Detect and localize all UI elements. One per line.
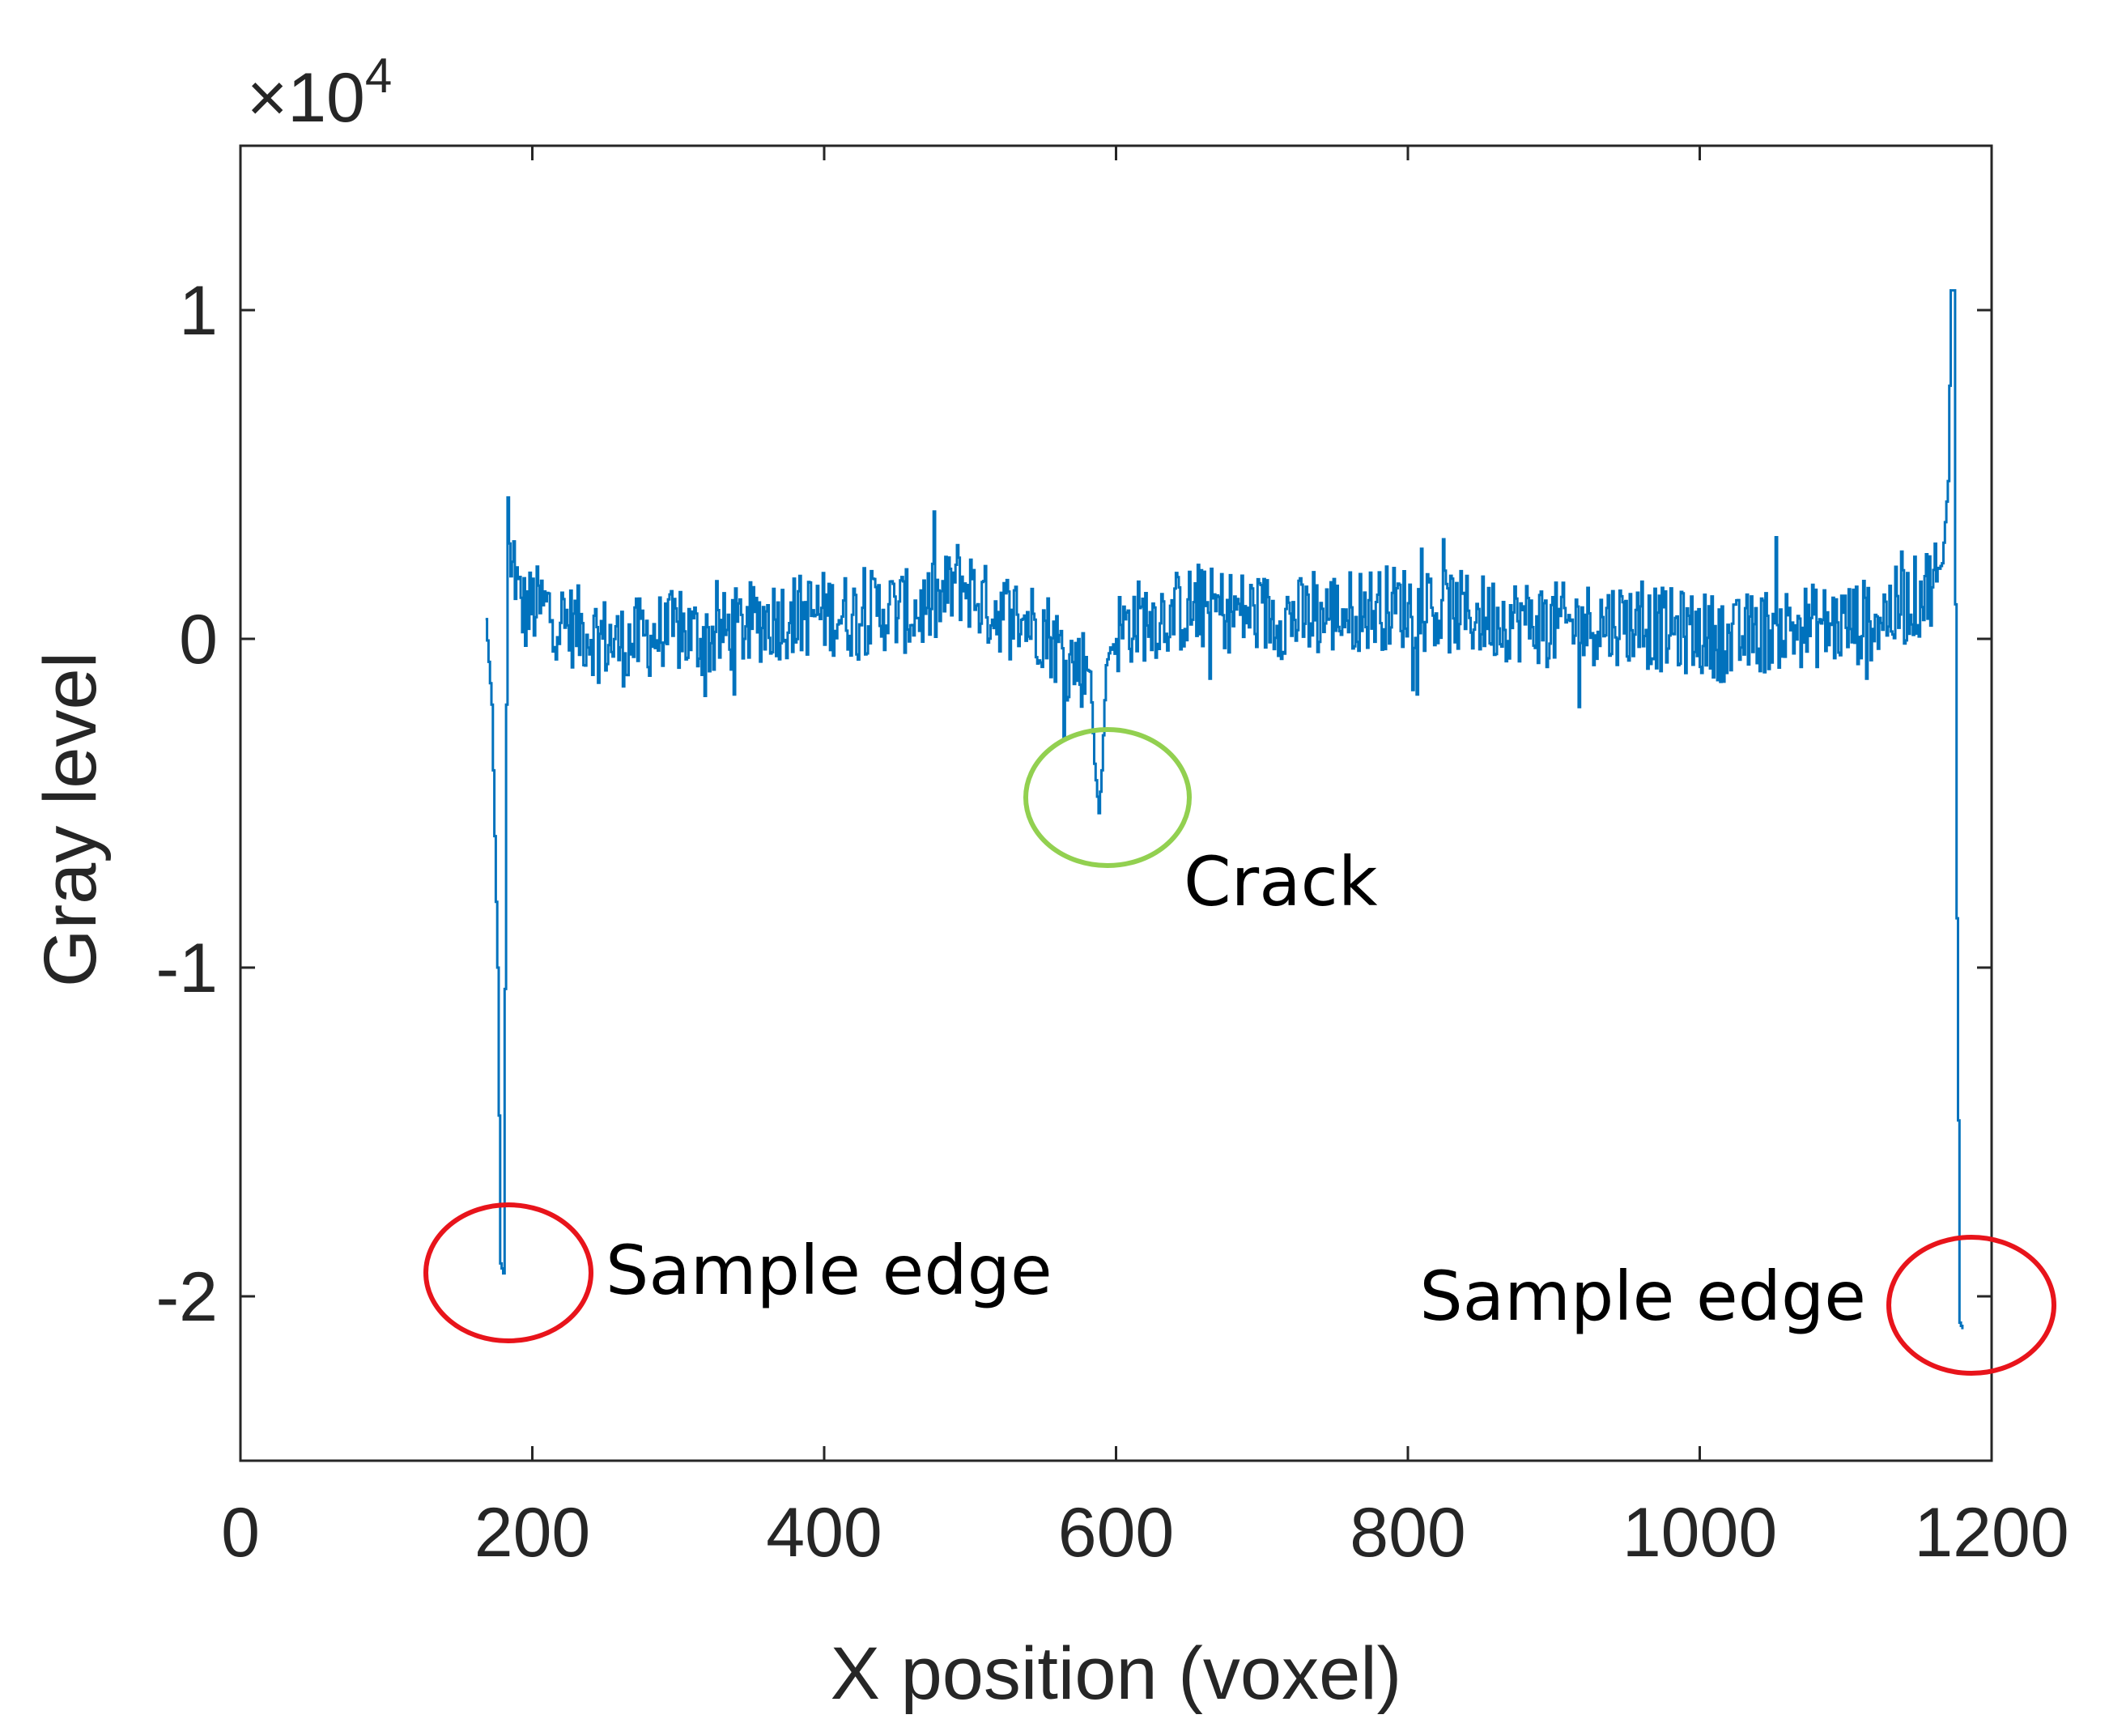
annotation-circle [1886, 1235, 2056, 1376]
series-line-0 [485, 289, 1964, 1330]
x-tick-label: 0 [221, 1494, 260, 1572]
x-tick-label: 600 [1058, 1494, 1175, 1572]
series-layer [485, 289, 1964, 1330]
x-tick-label: 800 [1350, 1494, 1466, 1572]
x-tick-label: 1000 [1622, 1494, 1777, 1572]
y-tick-label: -2 [156, 1258, 218, 1336]
annotation-label: Sample edge [606, 1231, 1052, 1310]
y-axis-title: Gray level [29, 652, 112, 987]
ticks-layer: 0 200 400 600 800 1000 1200 -2 -1 0 1 [156, 146, 2069, 1572]
x-tick-label: 400 [766, 1494, 882, 1572]
x-axis-title: X position (voxel) [831, 1632, 1402, 1715]
annotation-circle [423, 1202, 593, 1343]
annotation-circle [1023, 727, 1192, 868]
exponent-power: 4 [365, 49, 392, 103]
x-tick-label: 200 [474, 1494, 591, 1572]
annotation-label: Sample edge [1419, 1257, 1866, 1336]
y-tick-label: -1 [156, 930, 218, 1007]
exponent-prefix: ×10 [247, 59, 365, 137]
annotation-layer: Sample edge Crack Sample edge [423, 727, 2056, 1376]
plot-area [240, 146, 1992, 1461]
x-tick-label: 1200 [1914, 1494, 2069, 1572]
y-tick-label: 1 [179, 272, 218, 350]
annotation-label: Crack [1184, 842, 1378, 921]
y-tick-label: 0 [179, 601, 218, 679]
y-axis-exponent-label: ×104 [247, 49, 392, 137]
